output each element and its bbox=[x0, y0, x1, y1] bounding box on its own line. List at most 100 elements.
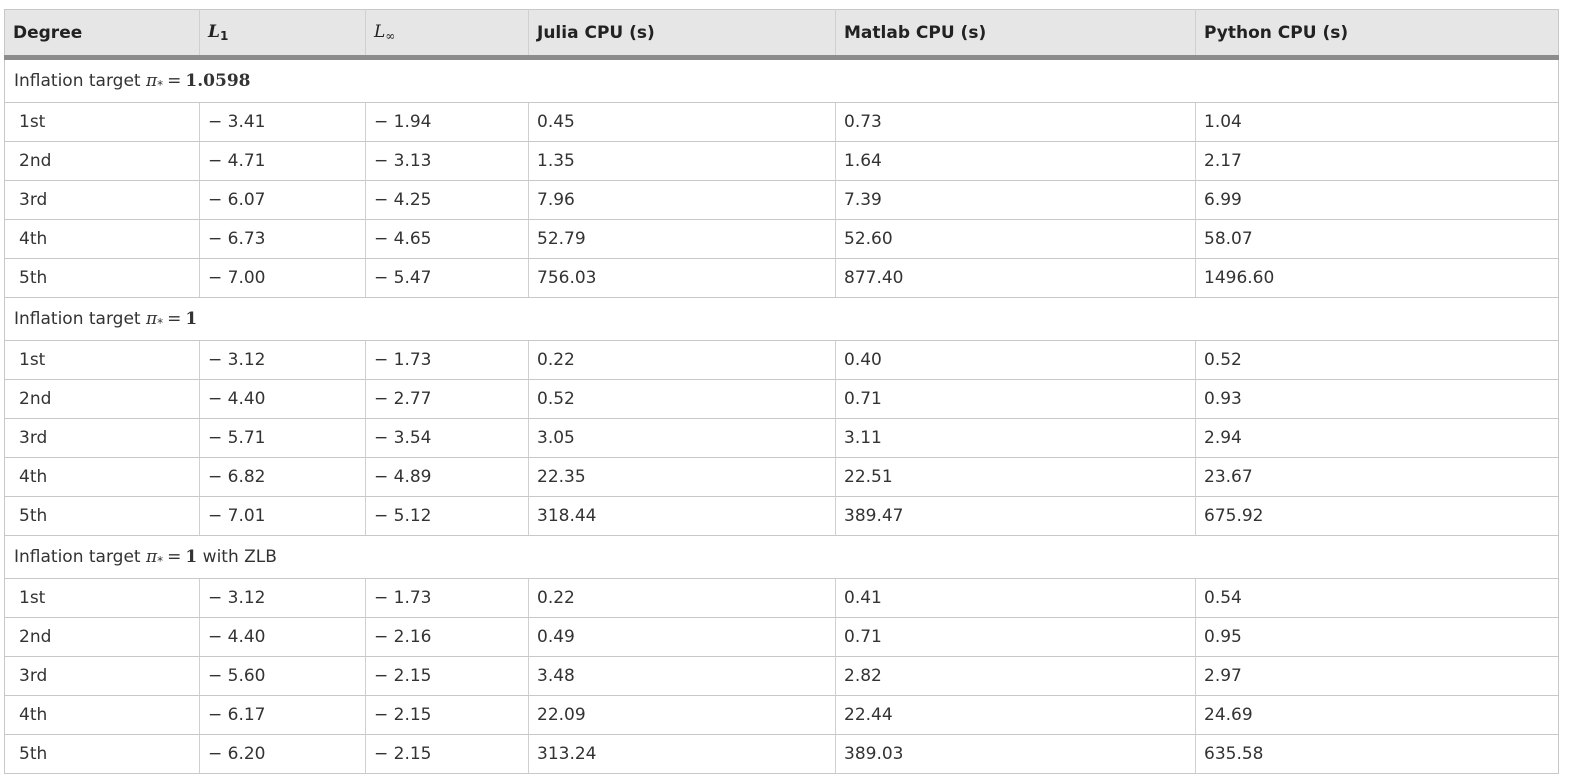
header-linf: L∞ bbox=[365, 9, 529, 60]
cell-l1: − 4.40 bbox=[199, 379, 366, 419]
cell-python: 1496.60 bbox=[1195, 258, 1559, 298]
table-row: 2nd − 4.40− 2.16 0.49 0.71 0.95 bbox=[4, 617, 1559, 657]
cell-python: 1.04 bbox=[1195, 102, 1559, 142]
cell-degree: 2nd bbox=[4, 617, 200, 657]
results-table: Degree L1 L∞ Julia CPU (s) Matlab CPU (s… bbox=[4, 9, 1559, 774]
cell-matlab: 389.03 bbox=[835, 734, 1196, 774]
section-operator: = bbox=[167, 546, 182, 567]
cell-matlab: 0.73 bbox=[835, 102, 1196, 142]
cell-degree: 3rd bbox=[4, 418, 200, 458]
cell-degree: 3rd bbox=[4, 656, 200, 696]
cell-julia: 0.45 bbox=[528, 102, 836, 142]
table-row: 3rd − 6.07− 4.25 7.96 7.39 6.99 bbox=[4, 180, 1559, 220]
cell-matlab: 22.44 bbox=[835, 695, 1196, 735]
header-linf-sub: ∞ bbox=[385, 29, 396, 43]
cell-linf: − 3.13 bbox=[365, 141, 529, 181]
cell-degree: 2nd bbox=[4, 141, 200, 181]
table-row: 5th − 7.00− 5.47 756.03 877.40 1496.60 bbox=[4, 258, 1559, 298]
cell-matlab: 22.51 bbox=[835, 457, 1196, 497]
cell-python: 0.52 bbox=[1195, 340, 1559, 380]
cell-matlab: 2.82 bbox=[835, 656, 1196, 696]
cell-julia: 0.49 bbox=[528, 617, 836, 657]
header-matlab-label: Matlab CPU (s) bbox=[844, 22, 987, 43]
cell-degree: 1st bbox=[4, 102, 200, 142]
cell-degree: 5th bbox=[4, 496, 200, 536]
section-label-prefix: Inflation target bbox=[14, 70, 141, 91]
cell-linf: − 1.73 bbox=[365, 578, 529, 618]
table-row: 5th − 6.20− 2.15 313.24 389.03 635.58 bbox=[4, 734, 1559, 774]
header-python-label: Python CPU (s) bbox=[1204, 22, 1349, 43]
cell-linf: − 1.94 bbox=[365, 102, 529, 142]
cell-linf: − 5.47 bbox=[365, 258, 529, 298]
cell-degree: 1st bbox=[4, 578, 200, 618]
header-l1-letter: L bbox=[208, 22, 220, 42]
cell-julia: 313.24 bbox=[528, 734, 836, 774]
cell-julia: 52.79 bbox=[528, 219, 836, 259]
table-body: Inflation target π* = 1.0598 1st − 3.41− 1.9… bbox=[4, 57, 1559, 774]
cell-linf: − 2.15 bbox=[365, 695, 529, 735]
cell-julia: 1.35 bbox=[528, 141, 836, 181]
cell-python: 58.07 bbox=[1195, 219, 1559, 259]
cell-julia: 7.96 bbox=[528, 180, 836, 220]
cell-julia: 22.09 bbox=[528, 695, 836, 735]
cell-linf: − 3.54 bbox=[365, 418, 529, 458]
cell-l1: − 3.41 bbox=[199, 102, 366, 142]
cell-linf: − 4.89 bbox=[365, 457, 529, 497]
section-symbol: π bbox=[145, 546, 158, 567]
cell-linf: − 2.77 bbox=[365, 379, 529, 419]
cell-l1: − 7.00 bbox=[199, 258, 366, 298]
header-linf-letter: L bbox=[374, 22, 386, 42]
cell-python: 6.99 bbox=[1195, 180, 1559, 220]
cell-python: 0.95 bbox=[1195, 617, 1559, 657]
section-symbol: π bbox=[145, 308, 158, 329]
cell-l1: − 7.01 bbox=[199, 496, 366, 536]
section-symbol-sub: * bbox=[157, 315, 164, 330]
cell-python: 23.67 bbox=[1195, 457, 1559, 497]
cell-linf: − 5.12 bbox=[365, 496, 529, 536]
header-python: Python CPU (s) bbox=[1195, 9, 1559, 60]
cell-python: 675.92 bbox=[1195, 496, 1559, 536]
table-row: 4th − 6.82− 4.89 22.35 22.51 23.67 bbox=[4, 457, 1559, 497]
cell-python: 0.54 bbox=[1195, 578, 1559, 618]
table-row: 1st − 3.41− 1.94 0.45 0.73 1.04 bbox=[4, 102, 1559, 142]
cell-python: 635.58 bbox=[1195, 734, 1559, 774]
cell-matlab: 389.47 bbox=[835, 496, 1196, 536]
cell-matlab: 7.39 bbox=[835, 180, 1196, 220]
cell-matlab: 0.41 bbox=[835, 578, 1196, 618]
cell-degree: 1st bbox=[4, 340, 200, 380]
cell-degree: 4th bbox=[4, 457, 200, 497]
section-header-row: Inflation target π* = 1 bbox=[4, 297, 1559, 341]
cell-matlab: 1.64 bbox=[835, 141, 1196, 181]
header-julia: Julia CPU (s) bbox=[528, 9, 836, 60]
cell-l1: − 6.07 bbox=[199, 180, 366, 220]
cell-l1: − 3.12 bbox=[199, 340, 366, 380]
section-label-prefix: Inflation target bbox=[14, 308, 141, 329]
table-row: 2nd − 4.40− 2.77 0.52 0.71 0.93 bbox=[4, 379, 1559, 419]
table-row: 3rd − 5.60− 2.15 3.48 2.82 2.97 bbox=[4, 656, 1559, 696]
cell-degree: 2nd bbox=[4, 379, 200, 419]
header-julia-label: Julia CPU (s) bbox=[537, 22, 655, 43]
cell-linf: − 1.73 bbox=[365, 340, 529, 380]
cell-l1: − 4.40 bbox=[199, 617, 366, 657]
cell-matlab: 3.11 bbox=[835, 418, 1196, 458]
cell-degree: 5th bbox=[4, 258, 200, 298]
section-value: 1.0598 bbox=[185, 70, 251, 91]
cell-degree: 4th bbox=[4, 219, 200, 259]
section-symbol-sub: * bbox=[157, 553, 164, 568]
cell-l1: − 6.20 bbox=[199, 734, 366, 774]
header-degree-label: Degree bbox=[13, 22, 83, 43]
cell-python: 2.94 bbox=[1195, 418, 1559, 458]
section-symbol: π bbox=[145, 70, 158, 91]
section-symbol-sub: * bbox=[157, 77, 164, 92]
cell-julia: 3.05 bbox=[528, 418, 836, 458]
section-label-suffix: with ZLB bbox=[202, 546, 277, 567]
cell-l1: − 5.60 bbox=[199, 656, 366, 696]
header-degree: Degree bbox=[4, 9, 200, 60]
table-header: Degree L1 L∞ Julia CPU (s) Matlab CPU (s… bbox=[4, 9, 1559, 60]
cell-l1: − 6.82 bbox=[199, 457, 366, 497]
cell-linf: − 4.65 bbox=[365, 219, 529, 259]
section-header-row: Inflation target π* = 1.0598 bbox=[4, 57, 1559, 103]
cell-matlab: 0.71 bbox=[835, 379, 1196, 419]
cell-linf: − 4.25 bbox=[365, 180, 529, 220]
cell-julia: 756.03 bbox=[528, 258, 836, 298]
